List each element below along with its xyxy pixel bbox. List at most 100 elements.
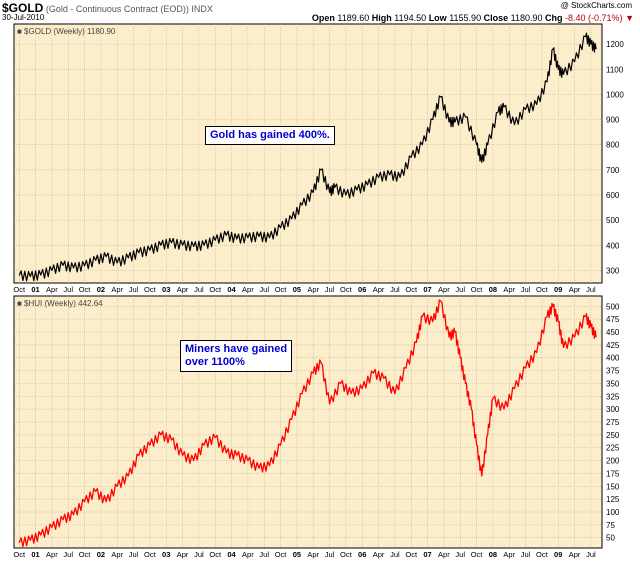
gold-x-tick-label: Oct — [340, 285, 353, 294]
open-value: 1189.60 — [337, 13, 370, 23]
hui-y-tick-label: 375 — [606, 367, 620, 376]
gold-x-tick-label: 09 — [554, 285, 562, 294]
gold-y-tick-label: 1000 — [606, 90, 624, 99]
hui-x-tick-label: Oct — [79, 550, 92, 559]
hui-annotation-line-1: Miners have gained — [185, 343, 288, 355]
hui-annotation: Miners have gained over 1100% — [180, 340, 293, 372]
chg-value: -8.40 (-0.71%) — [565, 13, 623, 23]
hui-x-tick-label: Oct — [405, 550, 418, 559]
close-label: Close — [483, 13, 509, 23]
gold-x-tick-label: Jul — [455, 285, 465, 294]
gold-x-tick-label: 07 — [423, 285, 431, 294]
gold-x-tick-label: 05 — [293, 285, 301, 294]
gold-y-tick-label: 900 — [606, 116, 620, 125]
gold-x-tick-label: Oct — [405, 285, 418, 294]
hui-x-tick-label: Oct — [471, 550, 484, 559]
hui-y-tick-label: 300 — [606, 405, 620, 414]
gold-x-tick-label: Oct — [471, 285, 484, 294]
gold-x-tick-label: Jul — [194, 285, 204, 294]
gold-x-tick-label: Apr — [46, 285, 58, 294]
gold-y-tick-label: 800 — [606, 141, 620, 150]
gold-x-tick-label: 01 — [31, 285, 39, 294]
gold-y-tick-label: 1100 — [606, 65, 624, 74]
gold-x-tick-label: Apr — [111, 285, 123, 294]
hui-y-tick-label: 450 — [606, 328, 620, 337]
hui-y-tick-label: 500 — [606, 302, 620, 311]
gold-annotation-line: Gold has gained 400%. — [210, 129, 330, 141]
gold-x-tick-label: Jul — [129, 285, 139, 294]
gold-x-tick-label: Jul — [259, 285, 269, 294]
gold-x-tick-label: Apr — [438, 285, 450, 294]
hui-y-tick-label: 275 — [606, 418, 620, 427]
gold-x-tick-label: Jul — [325, 285, 335, 294]
chart-date: 30-Jul-2010 — [2, 13, 45, 22]
gold-x-tick-label: 08 — [489, 285, 497, 294]
gold-x-tick-label: Oct — [13, 285, 26, 294]
gold-plot-area — [13, 23, 603, 284]
gold-annotation: Gold has gained 400%. — [205, 126, 335, 145]
hui-series-line — [18, 299, 597, 548]
hui-x-tick-label: Oct — [13, 550, 26, 559]
price-stats: Open 1189.60 High 1194.50 Low 1155.90 Cl… — [312, 13, 634, 23]
hui-x-tick-label: Oct — [340, 550, 353, 559]
hui-x-tick-label: Oct — [144, 550, 157, 559]
hui-y-tick-label: 175 — [606, 469, 620, 478]
hui-y-tick-label: 125 — [606, 495, 620, 504]
hui-y-tick-label: 350 — [606, 379, 620, 388]
hui-y-tick-label: 250 — [606, 431, 620, 440]
hui-x-tick-label: 04 — [227, 550, 236, 559]
symbol: $GOLD — [2, 1, 44, 15]
hui-x-tick-label: Apr — [307, 550, 319, 559]
gold-y-tick-label: 300 — [606, 266, 620, 275]
low-value: 1155.90 — [449, 13, 482, 23]
gold-x-tick-label: Oct — [275, 285, 288, 294]
high-label: High — [371, 13, 392, 23]
gold-x-tick-label: Apr — [373, 285, 385, 294]
gold-y-tick-label: 1200 — [606, 40, 624, 49]
hui-x-tick-label: 02 — [97, 550, 105, 559]
hui-x-tick-label: Apr — [569, 550, 581, 559]
hui-x-tick-label: 08 — [489, 550, 497, 559]
hui-legend: ■ $HUI (Weekly) 442.64 — [17, 299, 103, 308]
hui-y-tick-label: 325 — [606, 392, 620, 401]
chg-down-icon: ▼ — [625, 13, 634, 23]
hui-y-tick-label: 225 — [606, 444, 620, 453]
chart-header: $GOLD (Gold - Continuous Contract (EOD))… — [2, 1, 213, 15]
hui-y-tick-label: 50 — [606, 534, 615, 543]
hui-x-tick-label: Jul — [63, 550, 73, 559]
hui-y-tick-label: 150 — [606, 482, 620, 491]
gold-x-tick-label: Apr — [177, 285, 189, 294]
hui-x-tick-label: Jul — [521, 550, 531, 559]
gold-x-tick-label: Apr — [503, 285, 515, 294]
watermark: @ StockCharts.com — [560, 1, 632, 10]
hui-x-tick-label: Jul — [325, 550, 335, 559]
hui-x-tick-label: 07 — [423, 550, 431, 559]
hui-y-tick-label: 475 — [606, 315, 620, 324]
gold-legend: ■ $GOLD (Weekly) 1180.90 — [17, 27, 116, 36]
hui-x-tick-label: 05 — [293, 550, 301, 559]
hui-x-tick-label: Apr — [373, 550, 385, 559]
gold-x-tick-label: 03 — [162, 285, 170, 294]
description: (Gold - Continuous Contract (EOD)) — [45, 4, 189, 14]
gold-series-line — [18, 32, 597, 282]
hui-x-tick-label: Apr — [177, 550, 189, 559]
chg-label: Chg — [545, 13, 563, 23]
gold-x-tick-label: Apr — [307, 285, 319, 294]
gold-x-tick-label: 02 — [97, 285, 105, 294]
hui-x-tick-label: Jul — [586, 550, 596, 559]
hui-x-tick-label: Jul — [455, 550, 465, 559]
hui-x-tick-label: Jul — [259, 550, 269, 559]
gold-y-tick-label: 600 — [606, 191, 620, 200]
hui-y-tick-label: 400 — [606, 354, 620, 363]
hui-x-tick-label: Jul — [194, 550, 204, 559]
hui-x-tick-label: Apr — [503, 550, 515, 559]
hui-y-tick-label: 75 — [606, 521, 615, 530]
hui-x-tick-label: Jul — [390, 550, 400, 559]
gold-x-tick-label: Jul — [521, 285, 531, 294]
gold-x-tick-label: Jul — [586, 285, 596, 294]
hui-y-tick-label: 425 — [606, 341, 620, 350]
gold-x-tick-label: Jul — [63, 285, 73, 294]
hui-x-tick-label: Jul — [129, 550, 139, 559]
gold-y-tick-label: 400 — [606, 241, 620, 250]
